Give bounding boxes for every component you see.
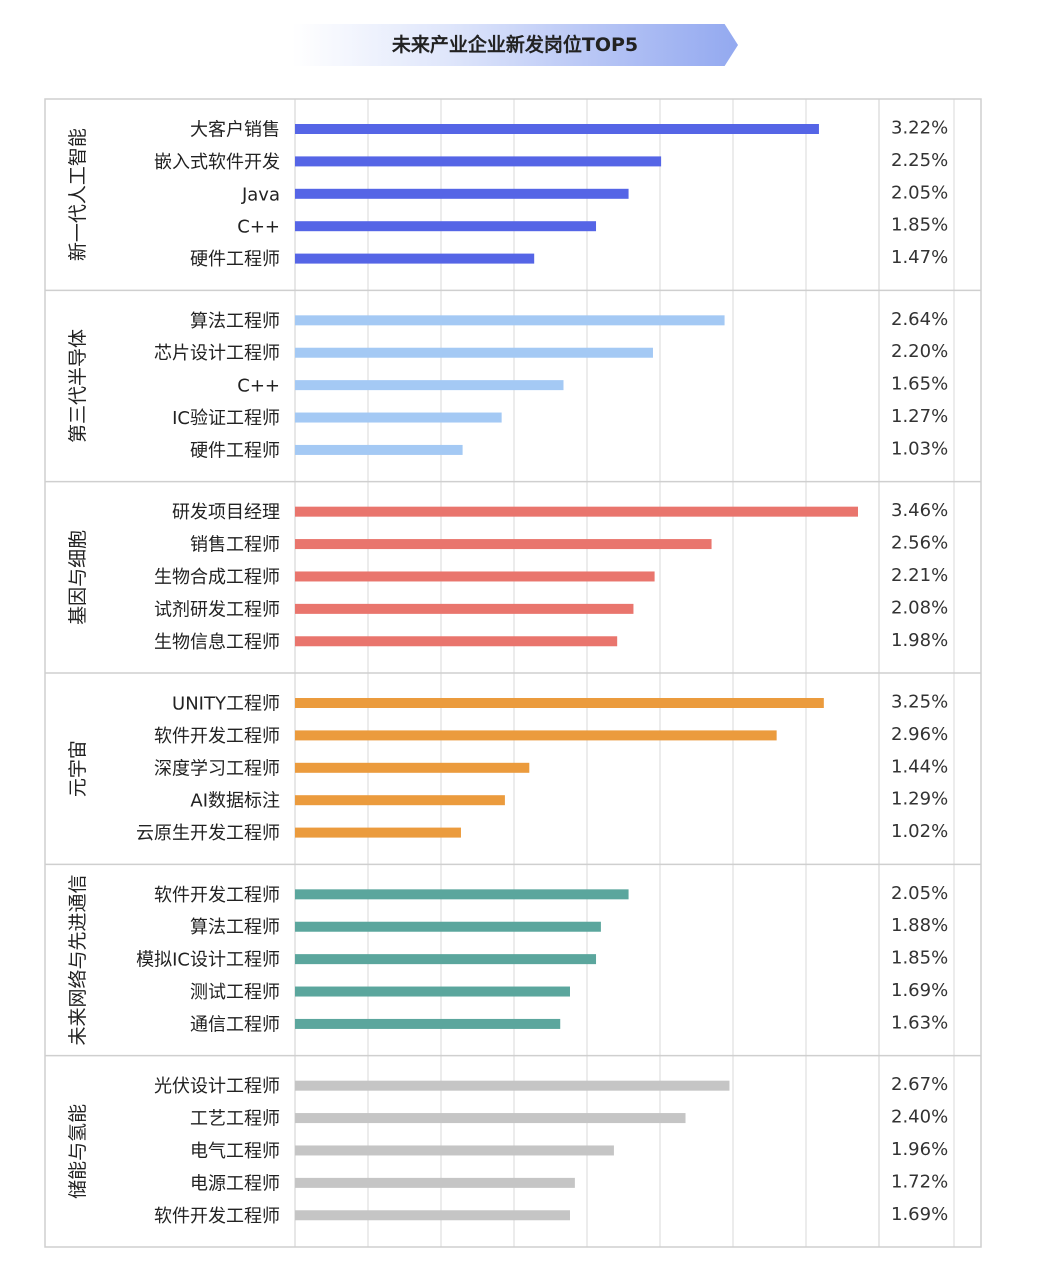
category-label: 软件开发工程师 xyxy=(154,726,280,747)
category-label: 芯片设计工程师 xyxy=(154,343,280,364)
bar xyxy=(295,603,634,614)
category-label: 工艺工程师 xyxy=(190,1109,280,1130)
category-label: 光伏设计工程师 xyxy=(154,1076,280,1097)
group-label: 储能与氢能 xyxy=(67,1104,89,1199)
bar xyxy=(295,539,712,550)
data-label: 2.67% xyxy=(891,1074,948,1095)
data-label: 1.72% xyxy=(891,1171,948,1192)
title-banner xyxy=(292,24,738,66)
data-label: 1.47% xyxy=(891,247,948,268)
data-label: 3.25% xyxy=(891,692,948,713)
data-label: 1.69% xyxy=(891,1204,948,1225)
bar xyxy=(295,889,629,900)
group-label: 元宇宙 xyxy=(67,740,89,797)
bar xyxy=(295,1210,570,1221)
category-label: AI数据标注 xyxy=(190,791,280,812)
category-label: 嵌入式软件开发 xyxy=(154,152,280,173)
category-label: 测试工程师 xyxy=(190,982,280,1003)
group-label: 基因与细胞 xyxy=(67,530,89,625)
category-label: 算法工程师 xyxy=(190,311,280,332)
bar xyxy=(295,795,505,806)
bar xyxy=(295,986,570,997)
category-label: 云原生开发工程师 xyxy=(136,823,280,844)
data-label: 2.40% xyxy=(891,1107,948,1128)
category-label: 硬件工程师 xyxy=(190,249,280,270)
category-label: C++ xyxy=(237,376,280,397)
category-label: 通信工程师 xyxy=(190,1014,280,1035)
bar xyxy=(295,315,725,326)
data-label: 1.88% xyxy=(891,915,948,936)
category-label: 生物合成工程师 xyxy=(154,567,280,588)
bar xyxy=(295,1018,561,1029)
bar xyxy=(295,1145,614,1156)
category-label: Java xyxy=(241,184,280,205)
bar xyxy=(295,412,502,423)
bar xyxy=(295,253,535,264)
data-label: 1.63% xyxy=(891,1012,948,1033)
category-label: 模拟IC设计工程师 xyxy=(136,950,280,971)
category-label: 研发项目经理 xyxy=(172,502,280,523)
bar xyxy=(295,762,530,773)
bar xyxy=(295,698,824,708)
data-label: 2.64% xyxy=(891,309,948,330)
bar xyxy=(295,1113,686,1124)
category-label: C++ xyxy=(237,217,280,238)
data-label: 1.96% xyxy=(891,1139,948,1160)
data-label: 3.22% xyxy=(891,118,948,139)
category-label: 销售工程师 xyxy=(190,535,280,556)
category-label: 电气工程师 xyxy=(190,1141,280,1162)
data-label: 1.65% xyxy=(891,374,948,395)
data-label: 1.27% xyxy=(891,406,948,427)
group-label: 第三代半导体 xyxy=(67,329,89,443)
bar xyxy=(295,730,777,741)
category-label: IC验证工程师 xyxy=(172,408,280,429)
bar xyxy=(295,380,564,391)
bar xyxy=(295,827,461,838)
group-label: 新一代人工智能 xyxy=(67,128,89,261)
data-label: 2.20% xyxy=(891,341,948,362)
bar xyxy=(295,124,819,134)
data-label: 1.85% xyxy=(891,948,948,969)
data-label: 2.08% xyxy=(891,597,948,618)
data-label: 1.69% xyxy=(891,980,948,1001)
data-label: 2.96% xyxy=(891,724,948,745)
bar xyxy=(295,1080,730,1091)
category-label: 软件开发工程师 xyxy=(154,885,280,906)
data-label: 3.46% xyxy=(891,500,948,521)
category-label: 试剂研发工程师 xyxy=(154,599,280,620)
data-label: 2.05% xyxy=(891,883,948,904)
bar xyxy=(295,444,463,455)
category-label: 深度学习工程师 xyxy=(154,758,280,779)
category-label: 硬件工程师 xyxy=(190,440,280,461)
data-label: 1.29% xyxy=(891,789,948,810)
bar xyxy=(295,156,662,167)
bar xyxy=(295,921,601,932)
bar xyxy=(295,636,618,647)
category-label: 大客户销售 xyxy=(190,120,280,141)
data-label: 1.98% xyxy=(891,630,948,651)
data-label: 2.05% xyxy=(891,182,948,203)
bar xyxy=(295,347,653,358)
group-label: 未来网络与先进通信 xyxy=(67,874,89,1045)
bar xyxy=(295,571,655,582)
category-label: 软件开发工程师 xyxy=(154,1206,280,1227)
data-label: 2.25% xyxy=(891,150,948,171)
data-label: 2.56% xyxy=(891,533,948,554)
category-label: UNITY工程师 xyxy=(172,694,280,715)
bar xyxy=(295,1177,575,1188)
bar xyxy=(295,506,858,517)
bar xyxy=(295,221,597,232)
data-label: 1.44% xyxy=(891,756,948,777)
category-label: 生物信息工程师 xyxy=(154,632,280,653)
category-label: 算法工程师 xyxy=(190,917,280,938)
data-label: 1.03% xyxy=(891,438,948,459)
data-label: 1.02% xyxy=(891,821,948,842)
bar xyxy=(295,954,597,965)
bar xyxy=(295,188,629,199)
data-label: 1.85% xyxy=(891,215,948,236)
data-label: 2.21% xyxy=(891,565,948,586)
chart-title: 未来产业企业新发岗位TOP5 xyxy=(391,34,639,56)
category-label: 电源工程师 xyxy=(190,1173,280,1194)
